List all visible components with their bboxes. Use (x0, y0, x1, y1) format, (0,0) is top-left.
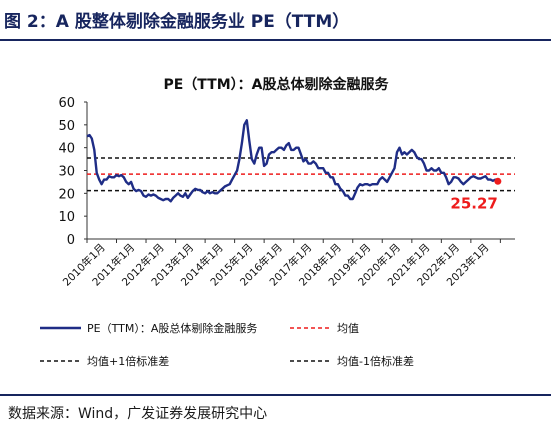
y-tick-label: 30 (58, 165, 75, 180)
source-note: 数据来源：Wind，广发证券发展研究中心 (8, 406, 268, 422)
pe-chart: PE（TTM）：A股总体剔除金融服务 01020304050602010年1月2… (40, 76, 515, 368)
legend-label: 均值+1倍标准差 (87, 354, 169, 368)
pe-line (86, 119, 499, 203)
y-tick-label: 50 (58, 119, 75, 134)
last-value-marker (494, 177, 502, 185)
axes: 01020304050602010年1月2011年1月2012年1月2013年1… (58, 96, 515, 289)
header-rule (0, 39, 551, 41)
footer-rule (0, 394, 551, 396)
y-tick-label: 60 (58, 96, 75, 111)
reference-lines (87, 157, 515, 192)
legend-label: PE（TTM）：A股总体剔除金融服务 (87, 321, 257, 335)
last-value-label: 25.27 (450, 194, 497, 212)
y-tick-label: 0 (67, 233, 75, 248)
legend-label: 均值-1倍标准差 (337, 354, 414, 368)
figure-label: 图 2：A 股整体剔除金融服务业 PE（TTM） (4, 12, 350, 32)
chart-title: PE（TTM）：A股总体剔除金融服务 (163, 76, 389, 93)
y-tick-label: 40 (58, 142, 75, 157)
figure-header: 图 2：A 股整体剔除金融服务业 PE（TTM） (0, 0, 551, 40)
y-tick-label: 20 (58, 187, 75, 202)
legend-label: 均值 (337, 322, 359, 335)
series: 25.27 (86, 119, 502, 212)
y-tick-label: 10 (58, 210, 75, 225)
